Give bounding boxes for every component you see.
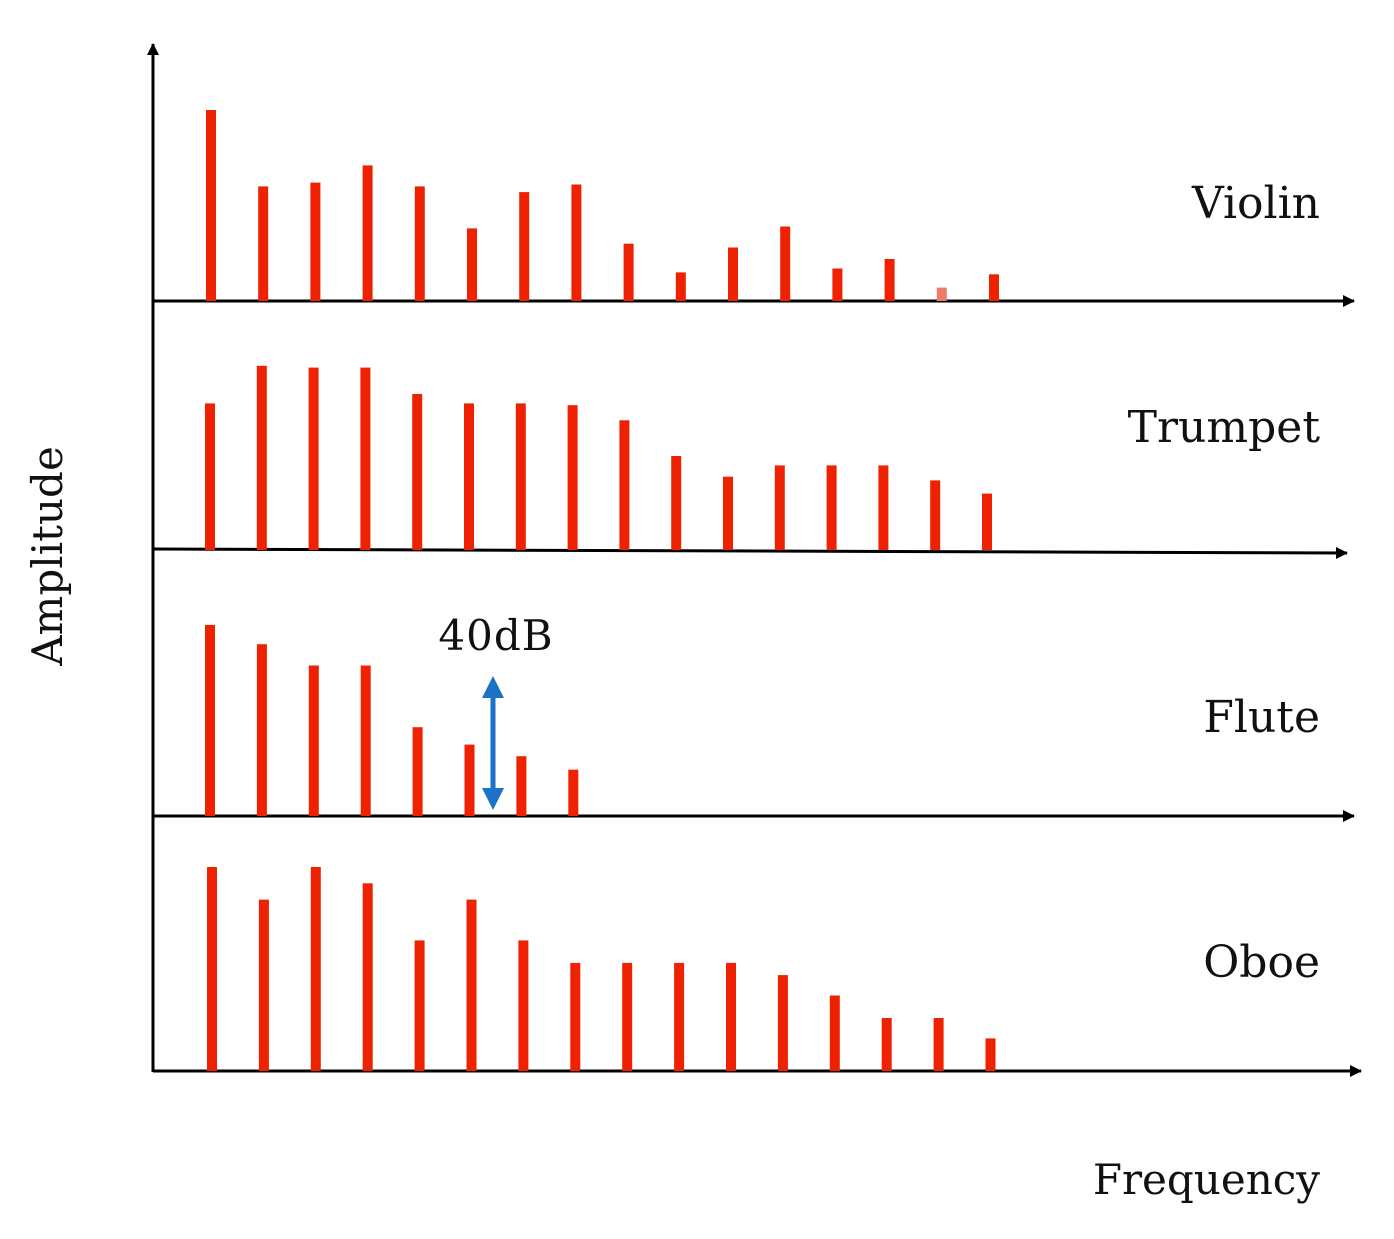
bar-oboe-harmonic-3 bbox=[310, 867, 321, 1071]
bar-trumpet-harmonic-11 bbox=[723, 476, 733, 550]
series-label-flute: Flute bbox=[1203, 692, 1320, 743]
bar-violin-harmonic-2 bbox=[258, 186, 269, 301]
bar-trumpet-harmonic-8 bbox=[567, 405, 578, 550]
panel-trumpet: Trumpet bbox=[152, 365, 1348, 559]
bar-trumpet-harmonic-12 bbox=[774, 465, 785, 550]
y-axis-title: Amplitude bbox=[23, 446, 72, 667]
bar-violin-harmonic-8 bbox=[571, 184, 582, 301]
panel-flute: Flute bbox=[153, 624, 1355, 822]
bar-flute-harmonic-5 bbox=[412, 727, 423, 816]
bar-violin-harmonic-14 bbox=[884, 259, 895, 301]
bar-trumpet-harmonic-9 bbox=[619, 420, 630, 550]
bar-trumpet-harmonic-2 bbox=[256, 365, 267, 550]
bar-trumpet-harmonic-3 bbox=[308, 367, 319, 550]
bar-violin-harmonic-16 bbox=[989, 274, 999, 301]
bar-flute-harmonic-3 bbox=[308, 665, 319, 816]
bar-oboe-harmonic-10 bbox=[674, 962, 685, 1071]
bar-trumpet-harmonic-1 bbox=[205, 403, 215, 550]
bar-oboe-harmonic-7 bbox=[518, 940, 529, 1071]
bar-violin-harmonic-3 bbox=[310, 182, 321, 301]
bar-violin-harmonic-6 bbox=[467, 228, 477, 301]
bar-flute-harmonic-4 bbox=[360, 665, 371, 816]
db-annotation-label: 40dB bbox=[438, 611, 553, 660]
bars-flute bbox=[205, 624, 579, 816]
series-label-trumpet: Trumpet bbox=[1128, 402, 1321, 453]
bar-oboe-harmonic-13 bbox=[829, 995, 840, 1071]
bar-trumpet-harmonic-14 bbox=[878, 465, 889, 550]
bar-oboe-harmonic-2 bbox=[258, 899, 269, 1071]
bar-oboe-harmonic-15 bbox=[933, 1018, 944, 1071]
bar-oboe-harmonic-9 bbox=[622, 962, 633, 1071]
db-annotation-arrowhead-bottom bbox=[482, 788, 504, 810]
bar-violin-harmonic-7 bbox=[519, 192, 530, 301]
bar-trumpet-harmonic-13 bbox=[826, 465, 837, 550]
bar-violin-harmonic-1 bbox=[206, 110, 216, 301]
bar-oboe-harmonic-11 bbox=[726, 962, 736, 1071]
bar-oboe-harmonic-14 bbox=[881, 1018, 892, 1071]
bar-violin-harmonic-9 bbox=[623, 243, 634, 301]
series-label-violin: Violin bbox=[1191, 178, 1320, 229]
bar-trumpet-harmonic-15 bbox=[930, 480, 941, 550]
bars-violin bbox=[206, 110, 999, 301]
bar-violin-harmonic-15 bbox=[936, 287, 947, 301]
bar-violin-harmonic-4 bbox=[362, 165, 373, 301]
bar-trumpet-harmonic-10 bbox=[671, 456, 682, 550]
bar-trumpet-harmonic-7 bbox=[515, 403, 526, 550]
series-label-oboe: Oboe bbox=[1203, 937, 1320, 988]
bar-flute-harmonic-6 bbox=[464, 744, 475, 816]
bar-oboe-harmonic-1 bbox=[207, 867, 217, 1071]
bar-violin-harmonic-5 bbox=[414, 186, 425, 301]
bar-trumpet-harmonic-5 bbox=[412, 394, 423, 550]
bar-oboe-harmonic-16 bbox=[985, 1038, 996, 1071]
bar-violin-harmonic-10 bbox=[675, 272, 686, 301]
bar-violin-harmonic-12 bbox=[780, 226, 791, 301]
bar-violin-harmonic-13 bbox=[832, 268, 843, 301]
db-annotation-arrowhead-top bbox=[482, 676, 504, 698]
db-annotation: 40dB bbox=[438, 611, 553, 810]
panel-violin: Violin bbox=[153, 110, 1355, 307]
bar-flute-harmonic-2 bbox=[256, 644, 267, 816]
bar-trumpet-harmonic-6 bbox=[464, 403, 474, 550]
panel-oboe: Oboe bbox=[153, 867, 1362, 1077]
x-axis-trumpet bbox=[152, 546, 1348, 559]
bar-oboe-harmonic-12 bbox=[777, 975, 788, 1071]
bar-trumpet-harmonic-4 bbox=[360, 367, 371, 550]
bar-oboe-harmonic-6 bbox=[466, 899, 477, 1071]
bars-oboe bbox=[207, 867, 996, 1071]
bars-trumpet bbox=[205, 365, 992, 550]
bar-oboe-harmonic-4 bbox=[362, 883, 373, 1071]
bar-flute-harmonic-1 bbox=[205, 624, 215, 816]
bar-flute-harmonic-8 bbox=[568, 769, 579, 816]
bar-oboe-harmonic-5 bbox=[414, 940, 425, 1071]
bar-violin-harmonic-11 bbox=[728, 247, 738, 301]
x-axis-title: Frequency bbox=[1093, 1155, 1320, 1204]
bar-flute-harmonic-7 bbox=[516, 756, 527, 816]
bar-oboe-harmonic-8 bbox=[570, 962, 581, 1071]
bar-trumpet-harmonic-16 bbox=[982, 493, 992, 550]
